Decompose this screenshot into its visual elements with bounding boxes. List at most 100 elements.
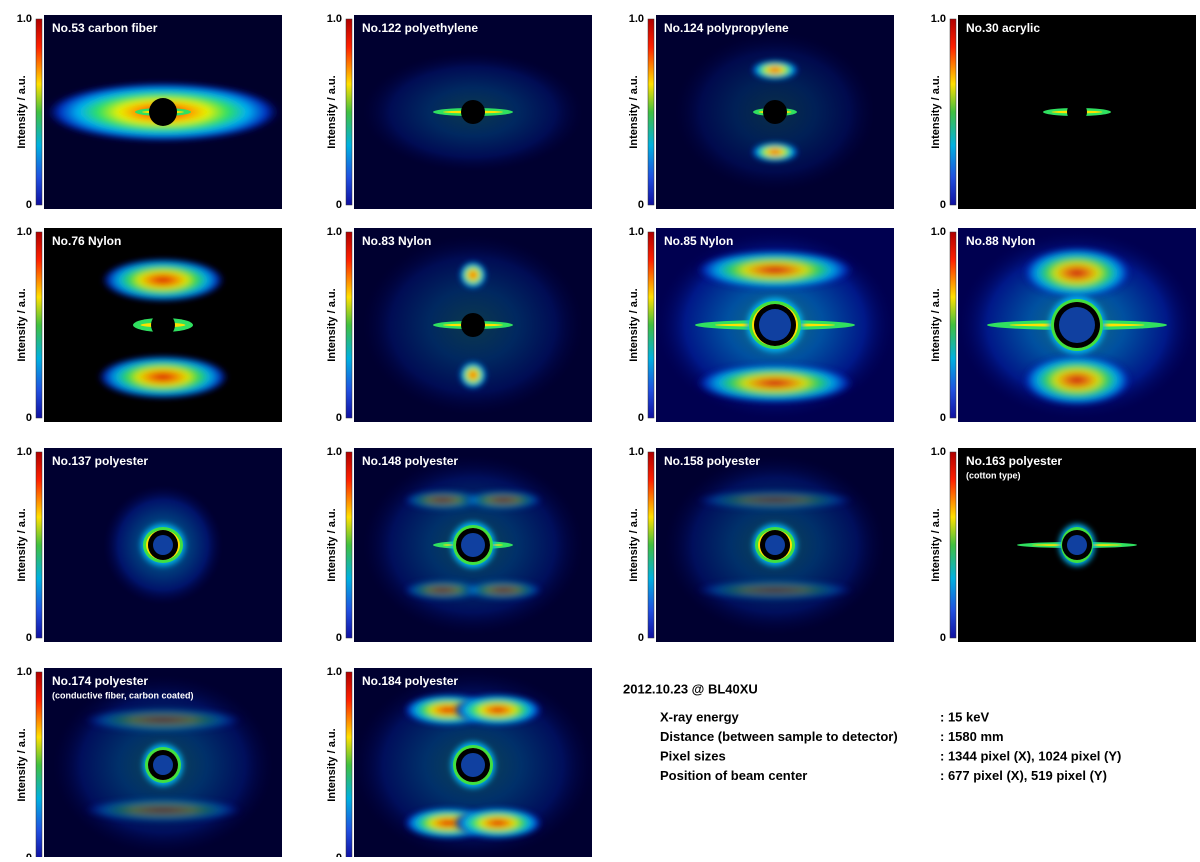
reflection: [695, 580, 855, 600]
colorbar: [950, 19, 956, 205]
colorbar: [950, 452, 956, 638]
colorbar-max: 1.0: [629, 446, 644, 458]
colorbar-min: 0: [638, 199, 644, 211]
panel-title: No.158 polyester: [664, 454, 760, 468]
colorbar-min: 0: [638, 412, 644, 424]
beam-stop: [1067, 102, 1087, 122]
reflection: [1021, 354, 1133, 406]
info-value: : 15 keV: [940, 709, 989, 724]
panel-title: No.174 polyester: [52, 674, 148, 688]
panel-title: No.83 Nylon: [362, 234, 431, 248]
colorbar-max: 1.0: [327, 446, 342, 458]
panel-note: (conductive fiber, carbon coated): [52, 690, 194, 700]
colorbar: [648, 19, 654, 205]
beam-stop-inner: [759, 309, 791, 341]
colorbar: [36, 232, 42, 418]
panel-title: No.122 polyethylene: [362, 21, 478, 35]
reflection: [695, 490, 855, 510]
beam-stop-inner: [153, 535, 173, 555]
colorbar: [950, 232, 956, 418]
reflection: [453, 694, 543, 726]
colorbar-min: 0: [336, 199, 342, 211]
colorbar: [36, 19, 42, 205]
reflection: [101, 258, 225, 302]
reflection: [83, 798, 243, 822]
colorbar: [648, 452, 654, 638]
colorbar-label: Intensity / a.u.: [628, 288, 640, 361]
beam-stop: [461, 313, 485, 337]
diffraction-image: [655, 228, 895, 422]
info-title: 2012.10.23 @ BL40XU: [623, 681, 758, 696]
panel-title: No.148 polyester: [362, 454, 458, 468]
panel: 1.00Intensity / a.u.No.163 polyester(cot…: [930, 446, 1196, 644]
colorbar-min: 0: [940, 632, 946, 644]
beam-stop: [151, 313, 175, 337]
colorbar-max: 1.0: [327, 226, 342, 238]
diffraction-image: [656, 15, 894, 209]
colorbar-label: Intensity / a.u.: [16, 288, 28, 361]
diffraction-image: [354, 228, 592, 422]
info-value: : 1580 mm: [940, 729, 1004, 744]
colorbar-min: 0: [940, 199, 946, 211]
panel-title: No.163 polyester: [966, 454, 1062, 468]
panel-title: No.85 Nylon: [664, 234, 733, 248]
diffraction-image: [354, 448, 592, 642]
colorbar-label: Intensity / a.u.: [16, 75, 28, 148]
colorbar-max: 1.0: [629, 13, 644, 25]
reflection: [459, 361, 487, 389]
panel-note: (cotton type): [966, 470, 1021, 480]
panel: 1.0 0 Intensity / a.u. No.85 Nylon: [628, 226, 895, 424]
info-label: Pixel sizes: [660, 748, 726, 763]
colorbar-label: Intensity / a.u.: [930, 508, 942, 581]
panel-title: No.88 Nylon: [966, 234, 1035, 248]
colorbar-label: Intensity / a.u.: [930, 75, 942, 148]
diffraction-image: [44, 15, 282, 209]
diffraction-image: [957, 228, 1197, 422]
info-label: Distance (between sample to detector): [660, 729, 898, 744]
panel-title: No.30 acrylic: [966, 21, 1040, 35]
beam-stop-inner: [1059, 307, 1095, 343]
page: {"panels": [ {"title": "No.53 carbon fib…: [0, 0, 1200, 857]
colorbar: [36, 452, 42, 638]
colorbar-max: 1.0: [17, 666, 32, 678]
colorbar-label: Intensity / a.u.: [628, 508, 640, 581]
reflection: [97, 355, 229, 399]
diffraction-image: [44, 448, 282, 642]
colorbar-label: Intensity / a.u.: [326, 728, 338, 801]
colorbar-max: 1.0: [17, 13, 32, 25]
colorbar-min: 0: [940, 412, 946, 424]
reflection: [459, 261, 487, 289]
colorbar-label: Intensity / a.u.: [326, 508, 338, 581]
reflection: [751, 60, 799, 80]
panel-title: No.76 Nylon: [52, 234, 121, 248]
beam-stop-inner: [1067, 535, 1087, 555]
panel-title: No.184 polyester: [362, 674, 458, 688]
panel: 1.0 0 Intensity / a.u. No.148 polyester: [326, 446, 592, 644]
colorbar: [346, 452, 352, 638]
colorbar-max: 1.0: [629, 226, 644, 238]
colorbar-min: 0: [336, 412, 342, 424]
panel-title: No.124 polypropylene: [664, 21, 789, 35]
colorbar-max: 1.0: [17, 446, 32, 458]
info-value: : 1344 pixel (X), 1024 pixel (Y): [940, 748, 1121, 763]
colorbar: [346, 232, 352, 418]
beam-stop-inner: [461, 753, 485, 777]
colorbar-label: Intensity / a.u.: [930, 288, 942, 361]
beam-stop: [461, 100, 485, 124]
reflection: [1021, 247, 1133, 299]
info-value: : 677 pixel (X), 519 pixel (Y): [940, 768, 1107, 783]
diffraction-image: [354, 15, 592, 209]
diffraction-image: [958, 15, 1196, 209]
colorbar-min: 0: [336, 632, 342, 644]
reflection: [83, 708, 243, 732]
colorbar-max: 1.0: [931, 13, 946, 25]
colorbar: [648, 232, 654, 418]
colorbar-min: 0: [26, 199, 32, 211]
colorbar-max: 1.0: [17, 226, 32, 238]
